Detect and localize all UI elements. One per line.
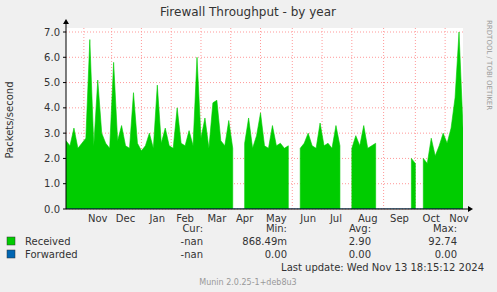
grid-line-x xyxy=(292,28,293,209)
y-tick-label: 1.0 xyxy=(44,178,60,189)
stats-value: 92.74 xyxy=(428,236,457,247)
grid-line-y xyxy=(66,133,463,134)
x-tick-label: Jul xyxy=(329,213,342,224)
area xyxy=(411,158,415,209)
background xyxy=(0,0,497,292)
stats-value: -nan xyxy=(181,236,203,247)
watermark: RRDTOOL / TOBI OETIKER xyxy=(485,20,493,110)
y-axis-label: Packets/second xyxy=(4,82,15,159)
title: Firewall Throughput - by year xyxy=(160,5,336,19)
grid-line-y xyxy=(66,107,463,108)
x-tick-label: Apr xyxy=(236,213,254,224)
stats-header: Min: xyxy=(266,223,287,234)
axis-arrow xyxy=(63,19,69,24)
area xyxy=(352,126,376,209)
y-tick-label: 7.0 xyxy=(44,27,60,38)
x-tick-label: Mar xyxy=(207,213,227,224)
area xyxy=(66,40,233,209)
grid-line-y xyxy=(66,57,463,58)
area xyxy=(300,123,340,209)
stats-value: 0.00 xyxy=(435,249,457,260)
axis-arrow xyxy=(468,206,473,212)
x-tick-label: Sep xyxy=(390,213,409,224)
y-tick-label: 4.0 xyxy=(44,102,60,113)
y-tick-label: 5.0 xyxy=(44,77,60,88)
footer: Last update: Wed Nov 13 18:15:12 2024 xyxy=(281,262,484,273)
x-tick-label: Jan xyxy=(149,213,165,224)
legend-swatch xyxy=(7,250,15,258)
grid-line-x xyxy=(383,28,384,209)
legend-label: Received xyxy=(25,236,71,247)
legend-label: Forwarded xyxy=(25,249,78,260)
grid-line-y xyxy=(66,82,463,83)
area xyxy=(423,32,463,209)
area xyxy=(245,113,289,209)
stats-header: Cur: xyxy=(182,223,203,234)
chart: Firewall Throughput - by year Packets/sec… xyxy=(0,0,497,292)
stats-value: -nan xyxy=(181,249,203,260)
y-tick-label: 6.0 xyxy=(44,52,60,63)
legend-swatch xyxy=(7,237,15,245)
y-tick-label: 2.0 xyxy=(44,153,60,164)
x-axis xyxy=(66,209,468,210)
stats-value: 2.90 xyxy=(349,236,371,247)
grid-line-y xyxy=(66,32,463,33)
marks xyxy=(66,32,463,209)
stats-header: Avg: xyxy=(349,223,371,234)
stats-value: 0.00 xyxy=(265,249,287,260)
x-tick-label: Dec xyxy=(116,213,135,224)
stats-value: 0.00 xyxy=(349,249,371,260)
y-tick-label: 3.0 xyxy=(44,128,60,139)
y-axis xyxy=(66,24,67,209)
plot-area xyxy=(66,28,463,209)
x-tick-label: Jun xyxy=(299,213,316,224)
x-tick-label: Nov xyxy=(88,213,108,224)
stats-value: 868.49m xyxy=(242,236,287,247)
version: Munin 2.0.25-1+deb8u3 xyxy=(199,278,296,287)
y-tick-label: 0.0 xyxy=(44,204,60,215)
stats-header: Max: xyxy=(433,223,457,234)
